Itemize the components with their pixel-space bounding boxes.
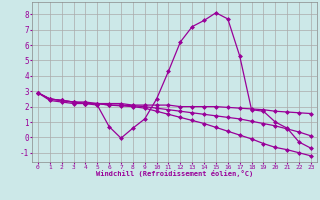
X-axis label: Windchill (Refroidissement éolien,°C): Windchill (Refroidissement éolien,°C)	[96, 170, 253, 177]
